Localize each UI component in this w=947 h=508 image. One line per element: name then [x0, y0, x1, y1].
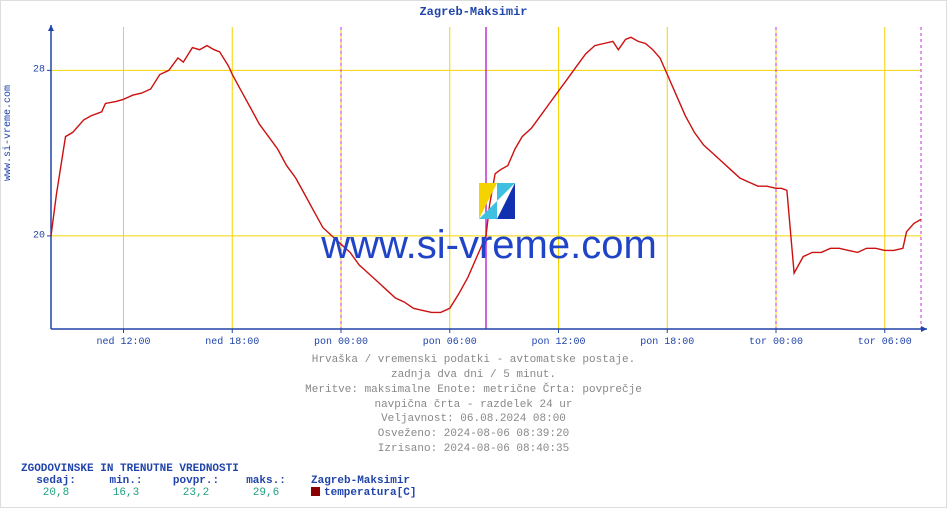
- footer-line: Meritve: maksimalne Enote: metrične Črta…: [1, 383, 946, 398]
- x-tick-label: pon 06:00: [423, 337, 477, 348]
- stat-value-max: 29,6: [231, 487, 301, 499]
- watermark-logo: [479, 183, 515, 219]
- stat-header: maks.:: [231, 475, 301, 487]
- stats-title: ZGODOVINSKE IN TRENUTNE VREDNOSTI: [21, 463, 416, 475]
- stat-value-min: 16,3: [91, 487, 161, 499]
- stats-headers: sedaj: min.: povpr.: maks.: Zagreb-Maksi…: [21, 475, 416, 487]
- stat-header: povpr.:: [161, 475, 231, 487]
- x-tick-label: ned 12:00: [96, 337, 150, 348]
- stats-series-name: Zagreb-Maksimir: [301, 475, 410, 487]
- chart-title: Zagreb-Maksimir: [1, 5, 946, 19]
- footer-line: Hrvaška / vremenski podatki - avtomatske…: [1, 353, 946, 368]
- x-tick-label: pon 18:00: [640, 337, 694, 348]
- stat-value-avg: 23,2: [161, 487, 231, 499]
- stats-values: 20,8 16,3 23,2 29,6 temperatura[C]: [21, 487, 416, 499]
- stat-header: sedaj:: [21, 475, 91, 487]
- source-label: www.si-vreme.com: [3, 85, 14, 181]
- x-tick-label: ned 18:00: [205, 337, 259, 348]
- stat-value-now: 20,8: [21, 487, 91, 499]
- legend-item: temperatura[C]: [301, 487, 416, 499]
- x-tick-label: tor 06:00: [858, 337, 912, 348]
- chart-plot: www.si-vreme.com 2028ned 12:00ned 18:00p…: [49, 23, 929, 333]
- footer-line: Veljavnost: 06.08.2024 08:00: [1, 412, 946, 427]
- chart-footer: Hrvaška / vremenski podatki - avtomatske…: [1, 353, 946, 457]
- legend-color-swatch: [311, 487, 320, 496]
- x-tick-label: tor 00:00: [749, 337, 803, 348]
- footer-line: navpična črta - razdelek 24 ur: [1, 398, 946, 413]
- stats-block: ZGODOVINSKE IN TRENUTNE VREDNOSTI sedaj:…: [21, 463, 416, 499]
- y-tick-label: 28: [33, 65, 45, 76]
- x-tick-label: pon 00:00: [314, 337, 368, 348]
- footer-line: zadnja dva dni / 5 minut.: [1, 368, 946, 383]
- legend-label-text: temperatura[C]: [324, 487, 416, 499]
- stat-header: min.:: [91, 475, 161, 487]
- chart-svg: [49, 23, 929, 333]
- footer-line: Osveženo: 2024-08-06 08:39:20: [1, 427, 946, 442]
- footer-line: Izrisano: 2024-08-06 08:40:35: [1, 442, 946, 457]
- x-tick-label: pon 12:00: [531, 337, 585, 348]
- y-tick-label: 20: [33, 230, 45, 241]
